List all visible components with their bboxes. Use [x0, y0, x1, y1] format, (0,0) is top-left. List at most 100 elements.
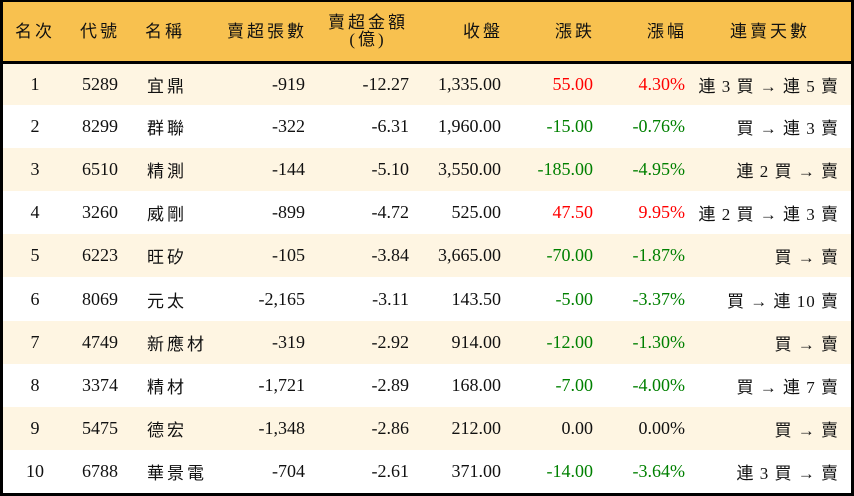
- cell-change: -14.00: [546, 460, 594, 481]
- cell-streak: 連 3 買 → 連 5 賣: [698, 76, 839, 96]
- cell-net-sell-amount: -5.10: [371, 159, 410, 180]
- cell-change: -70.00: [546, 245, 594, 266]
- cell-name: 威剛: [147, 205, 187, 225]
- table-row: 4 3260 威剛 -899 -4.72 525.00 47.50 9.95% …: [3, 191, 851, 235]
- cell-change-pct: -1.87%: [632, 245, 686, 266]
- cell-change: -12.00: [546, 331, 594, 352]
- cell-close: 371.00: [451, 460, 502, 481]
- table-row: 3 6510 精測 -144 -5.10 3,550.00 -185.00 -4…: [3, 148, 851, 192]
- cell-rank: 2: [30, 116, 40, 137]
- cell-net-sell-lots: -322: [272, 116, 305, 137]
- cell-code: 4749: [82, 331, 118, 352]
- header-net-sell-amount: 賣超金額 (億): [309, 2, 413, 64]
- cell-code: 3260: [82, 202, 118, 223]
- cell-name: 精測: [147, 162, 187, 182]
- cell-code: 6788: [82, 460, 118, 481]
- cell-change-pct: -3.37%: [632, 288, 686, 309]
- header-change-pct: 漲幅: [597, 2, 689, 64]
- cell-net-sell-amount: -2.92: [371, 331, 410, 352]
- table-header-row: 名次 代號 名稱 賣超張數 賣超金額 (億) 收盤 漲跌 漲幅 連賣天數: [3, 2, 851, 64]
- cell-code: 3374: [82, 374, 118, 395]
- cell-name: 精材: [147, 377, 187, 397]
- cell-rank: 10: [26, 460, 44, 481]
- cell-close: 914.00: [451, 331, 502, 352]
- cell-streak: 買 → 賣: [774, 248, 839, 268]
- header-net-sell-amount-line1: 賣超金額: [328, 13, 408, 33]
- cell-change: -7.00: [555, 374, 594, 395]
- header-code: 代號: [67, 2, 133, 64]
- cell-rank: 3: [30, 159, 40, 180]
- cell-change-pct: 0.00%: [638, 417, 686, 438]
- table-row: 6 8069 元太 -2,165 -3.11 143.50 -5.00 -3.3…: [3, 277, 851, 321]
- cell-net-sell-amount: -6.31: [371, 116, 410, 137]
- table-row: 1 5289 宜鼎 -919 -12.27 1,335.00 55.00 4.3…: [3, 62, 851, 106]
- cell-net-sell-lots: -144: [272, 159, 305, 180]
- cell-name: 新應材: [147, 334, 207, 354]
- cell-net-sell-amount: -2.61: [371, 460, 410, 481]
- cell-change: -15.00: [546, 116, 594, 137]
- header-net-sell-amount-line2: (億): [349, 30, 387, 50]
- cell-close: 212.00: [451, 417, 502, 438]
- cell-change-pct: -1.30%: [632, 331, 686, 352]
- cell-close: 3,550.00: [438, 159, 501, 180]
- table-row: 9 5475 德宏 -1,348 -2.86 212.00 0.00 0.00%…: [3, 406, 851, 450]
- cell-name: 華景電: [147, 463, 207, 483]
- table-row: 10 6788 華景電 -704 -2.61 371.00 -14.00 -3.…: [3, 449, 851, 493]
- cell-name: 旺矽: [147, 248, 187, 268]
- cell-net-sell-lots: -1,348: [258, 417, 306, 438]
- cell-rank: 1: [30, 73, 40, 94]
- cell-change-pct: 4.30%: [638, 73, 686, 94]
- cell-streak: 買 → 賣: [774, 420, 839, 440]
- cell-rank: 4: [30, 202, 40, 223]
- cell-close: 143.50: [451, 288, 502, 309]
- cell-change: 0.00: [561, 417, 594, 438]
- cell-net-sell-lots: -919: [272, 73, 305, 94]
- net-sell-ranking-table: 名次 代號 名稱 賣超張數 賣超金額 (億) 收盤 漲跌 漲幅 連賣天數 1 5…: [3, 2, 851, 493]
- header-rank: 名次: [3, 2, 67, 64]
- cell-streak: 連 2 買 → 連 3 賣: [698, 205, 839, 225]
- cell-net-sell-amount: -3.84: [371, 245, 410, 266]
- cell-code: 5289: [82, 73, 118, 94]
- cell-net-sell-lots: -704: [272, 460, 305, 481]
- table-body: 1 5289 宜鼎 -919 -12.27 1,335.00 55.00 4.3…: [3, 62, 851, 493]
- cell-net-sell-amount: -3.11: [372, 288, 409, 309]
- cell-streak: 買 → 連 3 賣: [736, 119, 839, 139]
- cell-net-sell-lots: -105: [272, 245, 305, 266]
- table-row: 5 6223 旺矽 -105 -3.84 3,665.00 -70.00 -1.…: [3, 234, 851, 278]
- cell-streak: 買 → 賣: [774, 334, 839, 354]
- header-change: 漲跌: [505, 2, 597, 64]
- cell-change: 47.50: [552, 202, 594, 223]
- cell-code: 8069: [82, 288, 118, 309]
- cell-rank: 9: [30, 417, 40, 438]
- cell-streak: 連 3 買 → 賣: [736, 463, 839, 483]
- cell-net-sell-lots: -319: [272, 331, 305, 352]
- cell-close: 525.00: [451, 202, 502, 223]
- cell-name: 群聯: [147, 119, 187, 139]
- cell-net-sell-lots: -899: [272, 202, 305, 223]
- cell-net-sell-amount: -2.89: [371, 374, 410, 395]
- cell-rank: 6: [30, 288, 40, 309]
- header-close: 收盤: [413, 2, 505, 64]
- cell-code: 6223: [82, 245, 118, 266]
- cell-streak: 買 → 連 10 賣: [727, 291, 839, 311]
- cell-net-sell-amount: -2.86: [371, 417, 410, 438]
- cell-net-sell-amount: -4.72: [371, 202, 410, 223]
- cell-close: 168.00: [451, 374, 502, 395]
- cell-change-pct: -0.76%: [632, 116, 686, 137]
- table-row: 8 3374 精材 -1,721 -2.89 168.00 -7.00 -4.0…: [3, 363, 851, 407]
- cell-rank: 5: [30, 245, 40, 266]
- cell-change-pct: -4.00%: [632, 374, 686, 395]
- cell-net-sell-lots: -1,721: [258, 374, 306, 395]
- cell-name: 元太: [147, 291, 187, 311]
- cell-name: 德宏: [147, 420, 187, 440]
- header-streak: 連賣天數: [689, 2, 851, 64]
- cell-change: -185.00: [537, 159, 594, 180]
- cell-change: 55.00: [552, 73, 594, 94]
- cell-rank: 8: [30, 374, 40, 395]
- cell-name: 宜鼎: [147, 76, 187, 96]
- cell-code: 5475: [82, 417, 118, 438]
- cell-code: 8299: [82, 116, 118, 137]
- cell-change-pct: -3.64%: [632, 460, 686, 481]
- cell-change-pct: 9.95%: [638, 202, 686, 223]
- header-name: 名稱: [133, 2, 215, 64]
